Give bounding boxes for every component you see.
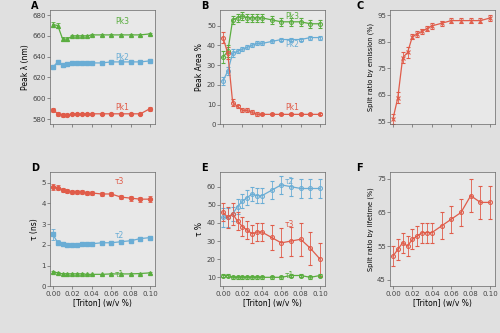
Text: τ1: τ1: [115, 270, 124, 279]
X-axis label: [Triton] (w/v %): [Triton] (w/v %): [73, 299, 132, 308]
Text: A: A: [31, 1, 38, 11]
Y-axis label: Peak Area %: Peak Area %: [195, 43, 204, 91]
Text: τ2: τ2: [285, 176, 294, 185]
Y-axis label: τ (ns): τ (ns): [30, 218, 38, 240]
Text: C: C: [356, 1, 364, 11]
X-axis label: [Triton] (w/v %): [Triton] (w/v %): [243, 299, 302, 308]
Text: τ1: τ1: [285, 271, 294, 280]
Text: F: F: [356, 163, 363, 173]
Text: Pk3: Pk3: [285, 12, 299, 21]
Y-axis label: τ %: τ %: [195, 222, 204, 236]
X-axis label: [Triton] (w/v %): [Triton] (w/v %): [413, 299, 472, 308]
Text: τ2: τ2: [115, 231, 124, 240]
Text: Pk2: Pk2: [115, 53, 129, 62]
Text: Pk1: Pk1: [115, 104, 129, 113]
Text: D: D: [31, 163, 39, 173]
Text: Pk3: Pk3: [115, 17, 129, 26]
Y-axis label: Split ratio by emission (%): Split ratio by emission (%): [368, 23, 374, 111]
Text: τ3: τ3: [115, 176, 124, 185]
Y-axis label: Peak λ (nm): Peak λ (nm): [20, 44, 30, 90]
Text: Pk2: Pk2: [285, 40, 299, 49]
Text: Pk1: Pk1: [285, 104, 299, 113]
Text: τ3: τ3: [285, 220, 294, 229]
Text: E: E: [201, 163, 208, 173]
Y-axis label: Split ratio by lifetime (%): Split ratio by lifetime (%): [368, 187, 374, 271]
Text: B: B: [201, 1, 208, 11]
